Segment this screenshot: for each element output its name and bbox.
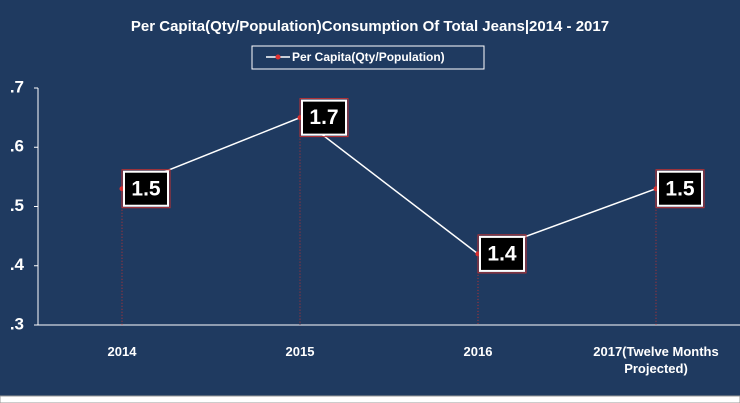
data-label-border [655,169,705,209]
data-label-box [123,170,169,207]
x-tick-label: 2014 [107,344,137,359]
legend-marker [275,54,281,60]
data-label-box [657,170,703,207]
y-tick-label: .5 [10,196,24,215]
data-label-border [121,169,171,209]
x-tick-label: 2017(Twelve Months Projected) [593,344,719,376]
data-label: 1.4 [487,242,517,265]
chart-title: Per Capita(Qty/Population)Consumption Of… [131,18,609,35]
x-tick-label: 2015 [285,344,315,359]
bottom-border [0,395,740,403]
series-line [121,116,657,255]
x-tick-label: 2016 [463,344,493,359]
data-label: 1.7 [309,106,338,129]
data-label-border [477,234,527,274]
data-label-border [299,98,349,138]
data-label-box [479,235,525,272]
data-label: 1.5 [665,177,695,200]
legend-label: Per Capita(Qty/Population) [292,50,445,64]
y-tick-label: .7 [10,77,24,96]
legend-box [251,45,485,70]
y-tick-label: .4 [10,255,25,274]
y-tick-label: .6 [10,137,24,156]
y-tick-label: .3 [10,314,24,333]
data-label: 1.5 [131,177,161,200]
data-label-box [301,99,347,136]
